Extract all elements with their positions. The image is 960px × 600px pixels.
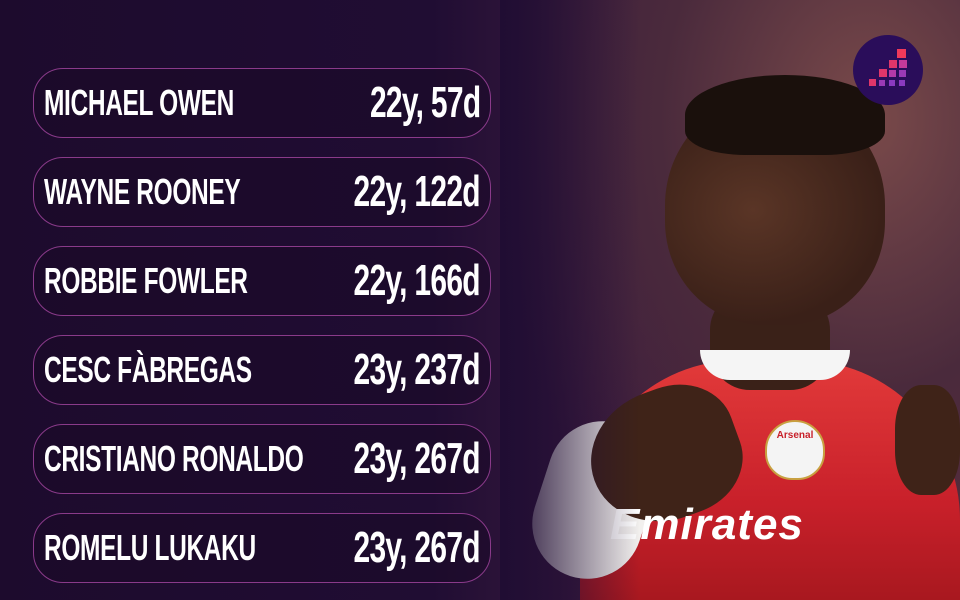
player-name: CRISTIANO RONALDO: [44, 438, 304, 479]
player-hand-right: [895, 385, 960, 495]
ranking-row: WAYNE ROONEY 22y, 122d: [33, 157, 491, 227]
crest-text: Arsenal: [776, 430, 814, 441]
ranking-row: MICHAEL OWEN 22y, 57d: [33, 68, 491, 138]
player-age: 22y, 122d: [353, 167, 481, 216]
shirt-sponsor: Emirates: [610, 500, 804, 549]
club-crest-icon: Arsenal: [765, 420, 825, 480]
player-name: CESC FÀBREGAS: [44, 349, 252, 390]
player-collar: [700, 350, 850, 380]
ranking-row: CESC FÀBREGAS 23y, 237d: [33, 335, 491, 405]
player-age: 22y, 57d: [369, 78, 481, 127]
ranking-row: ROMELU LUKAKU 23y, 267d: [33, 513, 491, 583]
photo-fade: [500, 0, 640, 600]
player-name: MICHAEL OWEN: [44, 82, 234, 123]
brand-logo-icon: [853, 35, 923, 105]
player-age: 23y, 267d: [353, 523, 481, 572]
player-age: 23y, 237d: [353, 345, 481, 394]
player-age: 23y, 267d: [353, 434, 481, 483]
player-name: ROMELU LUKAKU: [44, 527, 256, 568]
player-hair: [685, 75, 885, 155]
ranking-row: CRISTIANO RONALDO 23y, 267d: [33, 424, 491, 494]
player-name: ROBBIE FOWLER: [44, 260, 248, 301]
ranking-row: ROBBIE FOWLER 22y, 166d: [33, 246, 491, 316]
player-age: 22y, 166d: [353, 256, 481, 305]
player-name: WAYNE ROONEY: [44, 171, 241, 212]
